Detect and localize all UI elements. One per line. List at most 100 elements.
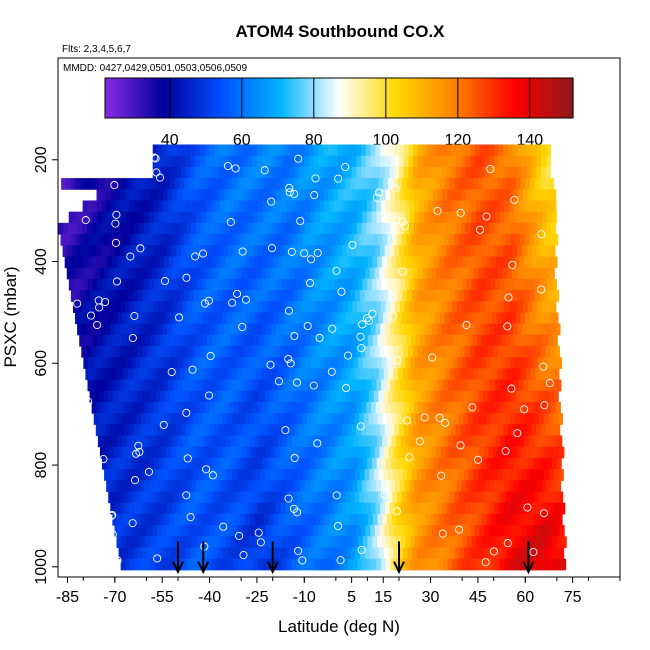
co-cell xyxy=(336,368,342,381)
co-cell xyxy=(326,491,332,504)
co-cell xyxy=(320,256,326,269)
co-cell xyxy=(404,200,410,213)
co-cell xyxy=(78,278,84,291)
co-cell xyxy=(410,334,416,347)
co-cell xyxy=(373,178,379,190)
co-cell xyxy=(547,211,553,224)
co-cell xyxy=(487,178,493,190)
co-cell xyxy=(309,189,315,201)
co-cell xyxy=(450,424,457,437)
co-cell xyxy=(209,345,215,358)
co-cell xyxy=(263,457,269,470)
co-cell xyxy=(342,401,348,414)
co-cell xyxy=(483,547,489,560)
colorbar-cell xyxy=(439,78,444,118)
co-cell xyxy=(145,334,151,347)
co-cell xyxy=(362,278,368,291)
co-cell xyxy=(479,166,485,179)
co-cell xyxy=(338,211,344,224)
co-cell xyxy=(463,491,469,504)
co-cell xyxy=(274,469,280,481)
co-cell xyxy=(172,189,178,201)
co-cell xyxy=(346,424,352,437)
co-cell xyxy=(90,267,96,280)
co-cell xyxy=(213,446,219,459)
sample-point xyxy=(285,188,294,197)
co-cell xyxy=(468,312,474,325)
co-cell xyxy=(456,401,462,414)
co-cell xyxy=(336,469,342,481)
co-cell xyxy=(115,379,121,392)
sample-point xyxy=(284,494,293,503)
co-cell xyxy=(141,234,147,246)
co-cell xyxy=(223,323,229,336)
co-cell xyxy=(219,189,225,201)
co-cell xyxy=(294,267,300,280)
co-cell xyxy=(143,424,149,437)
co-cell xyxy=(385,301,391,313)
sample-point xyxy=(238,247,247,256)
co-cell xyxy=(433,379,439,392)
co-cell xyxy=(367,211,373,224)
arrow-marker xyxy=(393,541,405,575)
co-cell xyxy=(291,536,297,548)
co-cell xyxy=(384,446,390,459)
co-cell xyxy=(441,525,447,537)
co-cell xyxy=(108,469,114,481)
co-cell xyxy=(241,390,247,403)
sample-point xyxy=(256,538,265,547)
co-cell xyxy=(330,413,336,425)
co-cell xyxy=(147,267,153,280)
co-cell xyxy=(250,390,256,403)
co-cell xyxy=(169,334,175,347)
colorbar-cell xyxy=(191,78,196,118)
co-cell xyxy=(556,536,563,548)
co-cell xyxy=(385,401,391,414)
sample-point xyxy=(306,278,315,288)
co-cell xyxy=(151,290,157,302)
co-cell xyxy=(382,334,388,347)
co-cell xyxy=(328,323,334,336)
co-cell xyxy=(355,290,361,302)
co-cell xyxy=(237,525,243,537)
co-cell xyxy=(423,211,429,224)
co-cell xyxy=(96,222,102,235)
co-cell xyxy=(449,290,455,302)
sample-point xyxy=(415,437,424,446)
co-cell xyxy=(392,312,398,325)
co-cell xyxy=(533,435,539,448)
co-cell xyxy=(334,256,340,269)
co-cell xyxy=(428,189,434,201)
sample-point xyxy=(489,547,498,556)
co-cell xyxy=(209,323,215,336)
co-cell xyxy=(495,513,502,526)
co-cell xyxy=(482,290,488,302)
co-cell xyxy=(305,278,311,291)
co-cell xyxy=(217,469,223,481)
co-cell xyxy=(67,245,73,257)
co-cell xyxy=(378,491,384,504)
co-cell xyxy=(336,446,342,459)
co-cell xyxy=(378,178,384,190)
co-cell xyxy=(516,368,522,381)
co-cell xyxy=(449,178,455,190)
co-cell xyxy=(318,166,324,179)
co-cell xyxy=(214,401,220,414)
co-cell xyxy=(290,155,296,168)
co-cell xyxy=(176,502,182,515)
co-cell xyxy=(96,189,102,201)
co-cell xyxy=(189,547,195,560)
co-cell xyxy=(144,200,150,213)
co-cell xyxy=(390,480,396,493)
co-cell xyxy=(346,155,352,168)
co-cell xyxy=(189,290,195,302)
co-cell xyxy=(144,211,150,224)
co-cell xyxy=(117,334,123,347)
co-cell xyxy=(532,558,538,571)
co-cell xyxy=(332,502,338,515)
co-cell xyxy=(455,166,461,179)
co-cell xyxy=(277,211,283,224)
co-cell xyxy=(219,222,225,235)
co-cell xyxy=(239,379,245,392)
co-cell xyxy=(483,345,489,358)
